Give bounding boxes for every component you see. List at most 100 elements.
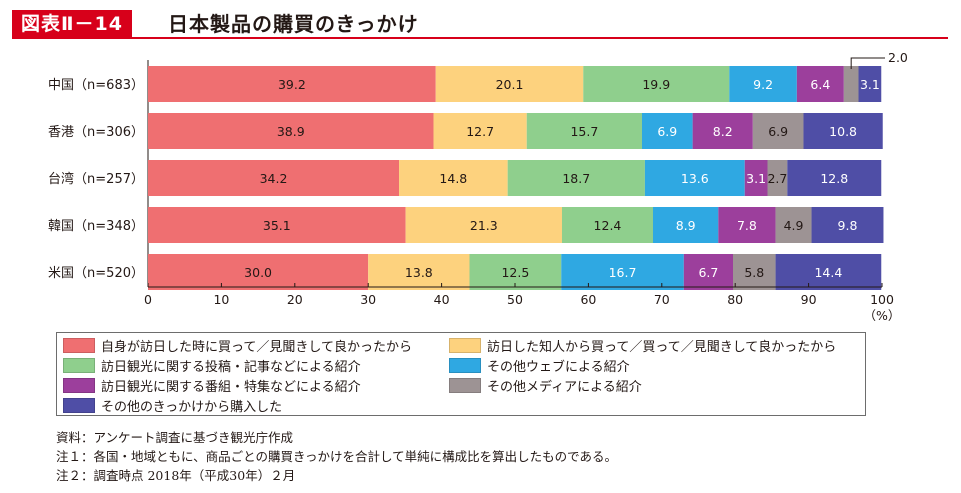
bar-segment (652, 207, 719, 243)
figure-header: 図表Ⅱ－14 日本製品の購買のきっかけ (0, 0, 961, 40)
x-tick-label: 20 (287, 292, 303, 307)
x-tick-label: 0 (144, 292, 152, 307)
data-label: 5.8 (744, 265, 764, 280)
legend-label-other-trigger: その他のきっかけから購入した (101, 399, 283, 415)
figure-title: 日本製品の購買のきっかけ (168, 12, 419, 36)
figure-notes: 資料：アンケート調査に基づき観光庁作成 注１：各国・地域ともに、商品ごとの購買き… (56, 428, 617, 485)
data-label: 14.4 (814, 265, 842, 280)
data-label: 21.3 (470, 218, 498, 233)
bar-segment (729, 66, 797, 102)
bar-segment (692, 113, 753, 149)
data-label: 10.8 (829, 124, 857, 139)
data-label: 9.8 (838, 218, 858, 233)
legend-item-self-visit: 自身が訪日した時に買って／見聞きして良かったから (63, 335, 412, 355)
bar-segment (775, 254, 882, 290)
category-label: 台湾（n=257） (48, 171, 144, 187)
legend-item-other-web: その他ウェブによる紹介 (449, 355, 630, 375)
bar-segment (718, 207, 776, 243)
x-tick-label: 10 (213, 292, 229, 307)
data-label: 14.8 (439, 171, 467, 186)
x-tick-label: 90 (801, 292, 817, 307)
data-label: 38.9 (277, 124, 305, 139)
bar-segment (644, 160, 745, 196)
data-label: 6.7 (698, 265, 718, 280)
bar-segment (405, 207, 562, 243)
bar-segment (435, 66, 584, 102)
data-label: 3.1 (860, 77, 880, 92)
legend-swatch-other-trigger (63, 397, 95, 413)
bar-segment (561, 207, 653, 243)
callout-leader-line (850, 57, 885, 69)
bar-segment (683, 254, 733, 290)
bar-segment (399, 160, 508, 196)
legend-label-other-web: その他ウェブによる紹介 (487, 359, 630, 375)
x-tick-label: 40 (434, 292, 450, 307)
bar-segment (148, 66, 436, 102)
data-label: 18.7 (562, 171, 590, 186)
legend-label-posts-articles: 訪日観光に関する投稿・記事などによる紹介 (101, 359, 361, 375)
bar-segment (796, 66, 844, 102)
bar-segment (843, 66, 859, 102)
data-label: 15.7 (570, 124, 598, 139)
data-label: 4.9 (784, 218, 804, 233)
data-label: 6.9 (768, 124, 788, 139)
legend-label-acquaintance: 訪日した知人から買って／買って／見聞きして良かったから (487, 339, 837, 355)
bar-segment (744, 160, 768, 196)
data-label: 8.2 (713, 124, 733, 139)
note-2: 注２：調査時点 2018年（平成30年）２月 (56, 468, 296, 483)
bar-segment (368, 254, 470, 290)
bar-segment (507, 160, 645, 196)
data-label: 12.4 (594, 218, 622, 233)
x-tick-label: 50 (507, 292, 523, 307)
bar-segment (858, 66, 882, 102)
bar-segment (561, 254, 684, 290)
data-label: 12.5 (501, 265, 529, 280)
chart-legend: 自身が訪日した時に買って／見聞きして良かったから 訪日した知人から買って／買って… (56, 332, 866, 416)
x-tick-label: 80 (727, 292, 743, 307)
x-tick-label: 60 (580, 292, 596, 307)
category-label: 香港（n=306） (48, 125, 144, 140)
bar-segment (641, 113, 693, 149)
data-label: 12.8 (820, 171, 848, 186)
data-label: 39.2 (278, 77, 306, 92)
legend-swatch-self-visit (63, 337, 95, 353)
source-note: 資料：アンケート調査に基づき観光庁作成 (56, 430, 294, 445)
x-axis-unit: （%） (864, 308, 901, 323)
bar-segment (752, 113, 804, 149)
legend-label-self-visit: 自身が訪日した時に買って／見聞きして良かったから (101, 339, 412, 355)
bar-segment (811, 207, 884, 243)
bar-segment (526, 113, 642, 149)
x-tick-label: 100 (870, 292, 894, 307)
bar-segment (148, 254, 369, 290)
legend-item-tv-programs: 訪日観光に関する番組・特集などによる紹介 (63, 375, 361, 395)
bar-segment (148, 207, 406, 243)
legend-label-other-media: その他メディアによる紹介 (487, 379, 642, 395)
bar-segment (775, 207, 812, 243)
bar-segment (148, 113, 434, 149)
bar-segment (583, 66, 730, 102)
stacked-bar-chart: 中国（n=683） 39.2 20.1 19.9 9.2 6.4 3.1 香港（n=306） 3… (48, 50, 908, 323)
legend-swatch-tv-programs (63, 377, 95, 393)
data-label: 2.7 (767, 171, 787, 186)
bar-segment (787, 160, 882, 196)
category-label: 中国（n=683） (48, 78, 144, 93)
category-label: 韓国（n=348） (48, 219, 144, 234)
bar-segment (732, 254, 776, 290)
bar-segment (433, 113, 527, 149)
legend-swatch-posts-articles (63, 357, 95, 373)
legend-item-other-media: その他メディアによる紹介 (449, 375, 642, 395)
data-label: 30.0 (244, 265, 272, 280)
legend-swatch-acquaintance (449, 337, 481, 353)
data-label: 20.1 (496, 77, 524, 92)
data-label: 13.8 (405, 265, 433, 280)
legend-item-other-trigger: その他のきっかけから購入した (63, 395, 282, 415)
legend-item-acquaintance: 訪日した知人から買って／買って／見聞きして良かったから (449, 335, 836, 355)
legend-swatch-other-web (449, 357, 481, 373)
data-label: 35.1 (263, 218, 291, 233)
data-label: 8.9 (676, 218, 696, 233)
legend-item-posts-articles: 訪日観光に関する投稿・記事などによる紹介 (63, 355, 361, 375)
data-label: 6.9 (657, 124, 677, 139)
x-tick-label: 30 (360, 292, 376, 307)
bar-segment (148, 160, 400, 196)
data-label: 6.4 (810, 77, 830, 92)
